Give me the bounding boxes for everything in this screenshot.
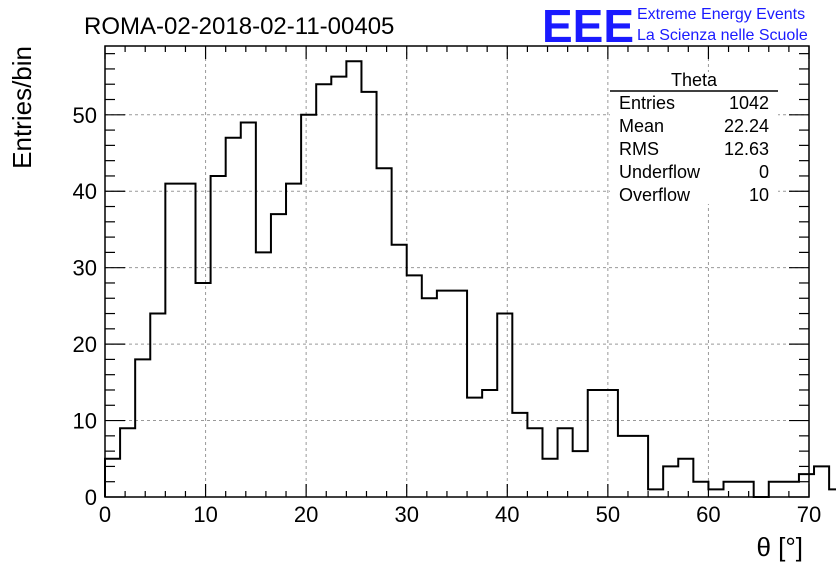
histogram-bin bbox=[739, 482, 754, 497]
x-tick-label: 50 bbox=[596, 502, 620, 527]
histogram-bin bbox=[392, 245, 407, 497]
histogram-bin bbox=[211, 176, 226, 497]
x-axis-label: θ [°] bbox=[756, 532, 803, 562]
x-tick-label: 60 bbox=[696, 502, 720, 527]
histogram-bin bbox=[829, 489, 836, 497]
histogram-bin bbox=[663, 466, 678, 497]
stats-row-value: 0 bbox=[759, 162, 769, 182]
stats-box-title: Theta bbox=[671, 70, 718, 90]
histogram-bin bbox=[271, 214, 286, 497]
y-tick-labels: 0 10 20 30 40 50 bbox=[73, 103, 97, 510]
histogram-bin bbox=[542, 459, 557, 497]
stats-row-label: Entries bbox=[619, 93, 675, 113]
y-axis-label: Entries/bin bbox=[7, 46, 37, 169]
y-tick-label: 30 bbox=[73, 256, 97, 281]
histogram-bin bbox=[180, 184, 195, 497]
histogram-bin bbox=[678, 459, 693, 497]
histogram-line bbox=[104, 60, 836, 498]
histogram-bin bbox=[799, 474, 814, 497]
eee-logo-line1: Extreme Energy Events bbox=[637, 6, 805, 23]
histogram-bin bbox=[708, 489, 723, 497]
histogram-bin bbox=[437, 291, 452, 497]
histogram-bin bbox=[377, 168, 392, 497]
histogram-bin bbox=[301, 115, 316, 497]
eee-logo-mark: EEE bbox=[542, 0, 634, 52]
histogram-bin bbox=[527, 428, 542, 497]
histogram-bin bbox=[422, 298, 437, 497]
x-tick-label: 0 bbox=[99, 502, 111, 527]
histogram-bin bbox=[558, 428, 573, 497]
histogram-bin bbox=[196, 283, 211, 497]
histogram-bin bbox=[226, 138, 241, 497]
histogram-bin bbox=[633, 436, 648, 497]
histogram-bin bbox=[693, 482, 708, 497]
x-tick-label: 70 bbox=[797, 502, 821, 527]
y-tick-label: 10 bbox=[73, 409, 97, 434]
histogram-bin bbox=[105, 459, 120, 497]
histogram-bin bbox=[724, 482, 739, 497]
stats-row-value: 1042 bbox=[729, 93, 769, 113]
stats-row-label: Overflow bbox=[619, 185, 691, 205]
histogram-bin bbox=[361, 92, 376, 497]
stats-box-background bbox=[610, 72, 778, 204]
histogram-bin bbox=[241, 122, 256, 497]
x-tick-label: 20 bbox=[294, 502, 318, 527]
plot-frame bbox=[104, 45, 810, 498]
histogram-bin bbox=[150, 314, 165, 497]
histogram-bin bbox=[603, 390, 618, 497]
histogram-bin bbox=[286, 184, 301, 497]
y-tick-label: 20 bbox=[73, 332, 97, 357]
x-tick-label: 40 bbox=[495, 502, 519, 527]
histogram-bin bbox=[346, 61, 361, 497]
histogram-bin bbox=[165, 184, 180, 497]
histogram-bin bbox=[407, 275, 422, 497]
stats-box: Theta Entries 1042 Mean 22.24 RMS 12.63 Underf… bbox=[610, 70, 778, 205]
x-tick-label: 30 bbox=[394, 502, 418, 527]
stats-row-value: 12.63 bbox=[724, 139, 769, 159]
histogram-bin bbox=[648, 489, 663, 497]
histogram-bin bbox=[135, 359, 150, 497]
y-tick-label: 40 bbox=[73, 179, 97, 204]
histogram-bin bbox=[573, 451, 588, 497]
x-tick-label: 10 bbox=[193, 502, 217, 527]
histogram-bin bbox=[467, 398, 482, 497]
eee-logo-line2: La Scienza nelle Scuole bbox=[637, 27, 808, 44]
stats-row-label: RMS bbox=[619, 139, 659, 159]
stats-row-value: 10 bbox=[749, 185, 769, 205]
histogram-bin bbox=[769, 482, 784, 497]
histogram-bin bbox=[256, 252, 271, 497]
eee-logo: EEE Extreme Energy Events La Scienza nel… bbox=[542, 0, 808, 52]
histogram-bin bbox=[497, 314, 512, 497]
histogram-bin bbox=[316, 84, 331, 497]
stats-row-value: 22.24 bbox=[724, 116, 769, 136]
stats-row-label: Underflow bbox=[619, 162, 701, 182]
stats-row-label: Mean bbox=[619, 116, 664, 136]
histogram-bin bbox=[452, 291, 467, 497]
axis-ticks bbox=[104, 46, 810, 498]
histogram-bin bbox=[784, 482, 799, 497]
y-tick-label: 50 bbox=[73, 103, 97, 128]
histogram-bin bbox=[814, 466, 829, 497]
chart-title: ROMA-02-2018-02-11-00405 bbox=[84, 13, 394, 40]
histogram-bin bbox=[588, 390, 603, 497]
histogram-bin bbox=[482, 390, 497, 497]
x-tick-labels: 0 10 20 30 40 50 60 70 bbox=[99, 502, 821, 527]
histogram-bin bbox=[120, 428, 135, 497]
y-tick-label: 0 bbox=[85, 485, 97, 510]
stats-box-rows: Entries 1042 Mean 22.24 RMS 12.63 Underflow 0 Ov… bbox=[619, 93, 769, 205]
histogram-bin bbox=[618, 436, 633, 497]
histogram-bin bbox=[512, 413, 527, 497]
histogram-bin bbox=[331, 77, 346, 497]
